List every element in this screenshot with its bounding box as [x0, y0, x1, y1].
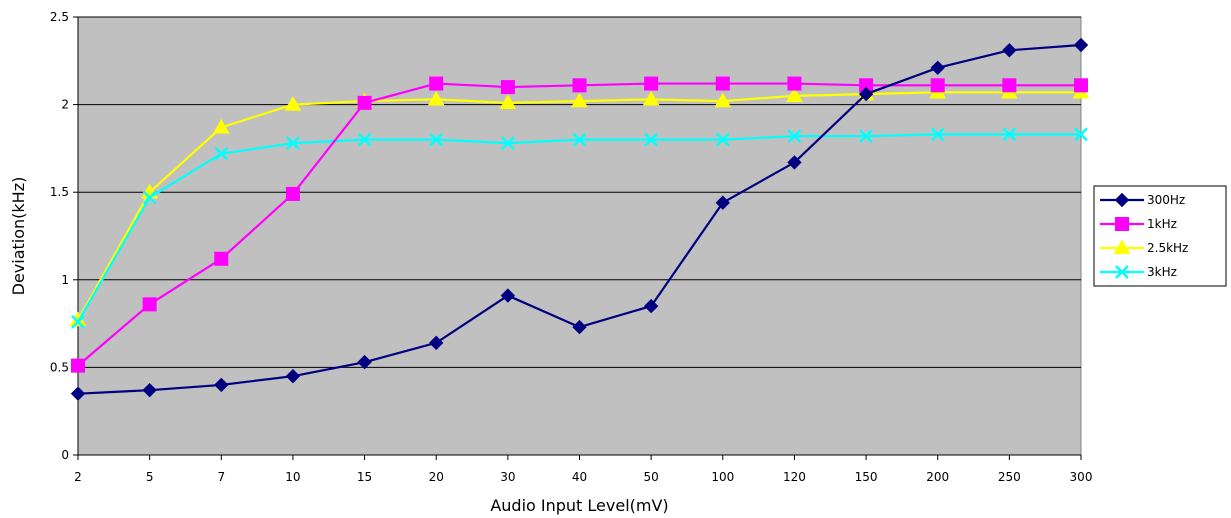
data-point: [714, 92, 732, 108]
series-300Hz: [70, 37, 1089, 401]
series-2.5kHz: [69, 83, 1090, 327]
data-point: [643, 298, 659, 314]
series-1kHz: [71, 76, 1088, 373]
series-layer: [69, 37, 1090, 401]
legend-marker: [1115, 265, 1129, 279]
legend-marker: [1113, 239, 1131, 255]
data-point: [142, 297, 157, 312]
x-tick-label: 300: [1070, 470, 1093, 484]
x-tick-label: 150: [855, 470, 878, 484]
legend-label: 3kHz: [1147, 265, 1177, 279]
x-tick-label: 120: [783, 470, 806, 484]
data-point: [1002, 127, 1017, 142]
y-tick-label: 0.5: [50, 360, 69, 374]
data-point: [70, 386, 86, 401]
data-point: [71, 358, 85, 373]
data-point: [572, 78, 587, 93]
data-point: [1073, 37, 1089, 53]
data-point: [429, 335, 444, 351]
data-point: [572, 319, 587, 335]
y-axis-ticks: 0 0.5 1 1.5 2 2.5: [50, 10, 78, 462]
data-point: [930, 127, 945, 142]
y-tick-label: 2.5: [50, 10, 69, 24]
x-tick-label: 20: [429, 470, 444, 484]
x-tick-label: 2: [74, 470, 82, 484]
x-tick-label: 200: [926, 470, 949, 484]
data-point: [142, 382, 157, 398]
data-point: [642, 90, 660, 106]
y-tick-label: 2: [61, 98, 69, 112]
data-point: [429, 132, 444, 147]
data-point: [644, 76, 659, 91]
legend-label: 2.5kHz: [1147, 241, 1188, 255]
data-point: [357, 95, 372, 110]
data-point: [499, 94, 517, 109]
data-point: [142, 190, 157, 205]
data-point: [571, 92, 588, 108]
legend-item: 1kHz: [1100, 217, 1177, 231]
data-point: [787, 129, 802, 144]
data-point: [212, 118, 230, 134]
data-point: [644, 132, 659, 147]
data-point: [286, 136, 300, 151]
legend-item: 300Hz: [1100, 192, 1185, 208]
data-point: [357, 132, 372, 147]
data-point: [715, 195, 730, 210]
data-point: [500, 288, 516, 303]
legend-label: 300Hz: [1147, 193, 1185, 207]
legend-marker: [1115, 217, 1129, 231]
legend-item: 3kHz: [1100, 265, 1177, 279]
data-point: [500, 136, 515, 151]
data-point: [930, 60, 945, 76]
x-axis-ticks: 2 5 7 10 15 20 30 40 50 100 120 150 200 250 300: [74, 455, 1092, 484]
x-tick-label: 50: [644, 470, 659, 484]
data-point: [858, 86, 874, 102]
data-point: [357, 354, 372, 370]
legend-marker: [1114, 192, 1130, 208]
data-point: [572, 132, 587, 147]
x-tick-label: 250: [998, 470, 1021, 484]
data-point: [214, 146, 229, 161]
legend-item: 2.5kHz: [1100, 239, 1188, 255]
data-point: [285, 368, 301, 384]
legend-label: 1kHz: [1147, 217, 1177, 231]
y-axis-label: Deviation(kHz): [9, 177, 28, 296]
x-tick-label: 15: [357, 470, 372, 484]
data-point: [427, 90, 445, 106]
data-point: [859, 129, 873, 144]
x-tick-label: 100: [711, 470, 734, 484]
y-tick-label: 1.5: [50, 185, 69, 199]
data-point: [214, 377, 229, 393]
series-3kHz: [71, 127, 1088, 329]
data-point: [71, 314, 85, 329]
x-tick-label: 30: [500, 470, 515, 484]
data-point: [500, 80, 515, 95]
x-tick-label: 10: [285, 470, 300, 484]
data-point: [429, 76, 444, 91]
data-point: [1002, 43, 1017, 58]
x-tick-label: 5: [146, 470, 154, 484]
x-tick-label: 7: [217, 470, 225, 484]
y-tick-label: 1: [61, 273, 69, 287]
data-point: [787, 76, 802, 91]
legend: 300Hz 1kHz 2.5kHz 3kHz: [1093, 185, 1227, 287]
data-point: [1002, 78, 1017, 93]
data-point: [285, 186, 300, 201]
y-tick-label: 0: [61, 448, 69, 462]
data-point: [715, 76, 730, 91]
legend-box: [1093, 185, 1227, 287]
x-tick-label: 40: [572, 470, 587, 484]
data-point: [284, 96, 302, 111]
data-point: [1074, 127, 1088, 142]
data-point: [786, 87, 803, 102]
data-point: [715, 132, 730, 147]
data-point: [1074, 78, 1088, 93]
data-point: [214, 251, 229, 266]
x-axis-label: Audio Input Level(mV): [490, 496, 668, 515]
data-point: [930, 78, 945, 93]
data-point: [787, 155, 802, 170]
